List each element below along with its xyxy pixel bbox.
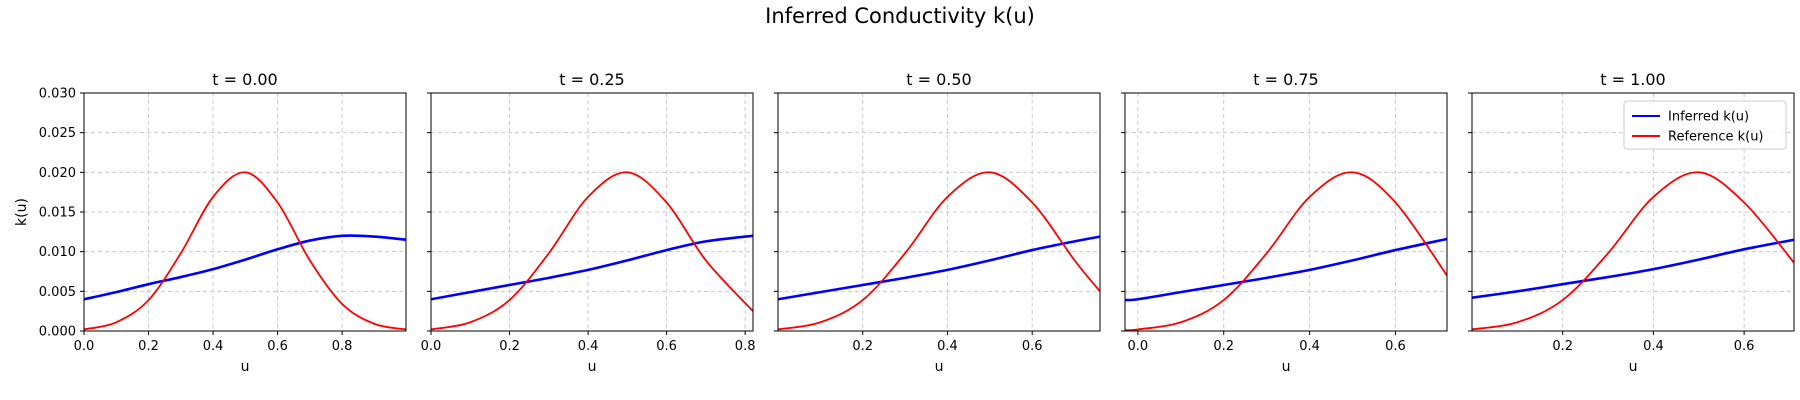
series-group: [778, 171, 1100, 331]
x-tick-label: 0.8: [735, 339, 756, 354]
x-tick-label: 0.4: [937, 339, 958, 354]
panel-3: 0.2 0.4 0.6 t = 0.50 u: [774, 70, 1101, 375]
reference-line: [1125, 171, 1447, 331]
plot-frame: [777, 92, 1101, 332]
y-tick-label: 0.010: [39, 245, 76, 260]
inferred-line: [778, 235, 1100, 301]
plot-frame: [430, 92, 754, 332]
panel-2: 0.0 0.2 0.4 0.6 0.8 t = 0.25 u: [421, 70, 756, 375]
x-tick-label: 0.2: [1552, 339, 1573, 354]
legend-inferred-label: Inferred k(u): [1668, 110, 1749, 125]
x-tick-label: 0.6: [656, 339, 677, 354]
y-axis-label: k(u): [14, 198, 30, 226]
series-group: [1125, 171, 1447, 331]
x-tick-label: 0.4: [578, 339, 599, 354]
plot-frame: [83, 92, 407, 332]
x-tick-label: 0.4: [1643, 339, 1664, 354]
x-tick-label: 0.2: [138, 339, 159, 354]
reference-line: [1472, 171, 1794, 331]
plot-frame: [1471, 92, 1795, 332]
x-tick-label: 0.2: [499, 339, 520, 354]
inferred-line: [431, 234, 753, 301]
x-axis-label: u: [1629, 359, 1638, 375]
panel-title: t = 0.00: [212, 70, 277, 89]
legend-reference-label: Reference k(u): [1668, 130, 1764, 145]
panel-1: 0.000 0.005 0.010 0.015 0.020 0.025 0.030 0.0 0.…: [14, 70, 407, 375]
legend: Inferred k(u) Reference k(u): [1623, 100, 1787, 150]
plot-frame: [1124, 92, 1448, 332]
y-tick-label: 0.020: [39, 166, 76, 181]
panel-title: t = 1.00: [1600, 70, 1665, 89]
x-tick-label: 0.4: [203, 339, 224, 354]
panel-title: t = 0.75: [1253, 70, 1318, 89]
y-tick-label: 0.025: [39, 126, 76, 141]
series-group: [1472, 171, 1794, 331]
y-tick-label: 0.005: [39, 285, 76, 300]
series-group: [84, 171, 406, 331]
legend-box: [1623, 100, 1787, 150]
x-tick-label: 0.2: [852, 339, 873, 354]
x-tick-label: 0.0: [421, 339, 442, 354]
x-tick-label: 0.6: [267, 339, 288, 354]
x-tick-label: 0.4: [1299, 339, 1320, 354]
figure-title: Inferred Conductivity k(u): [765, 4, 1035, 28]
panel-4: 0.0 0.2 0.4 0.6 t = 0.75 u: [1121, 70, 1448, 375]
reference-line: [431, 171, 753, 331]
x-tick-label: 0.6: [1385, 339, 1406, 354]
y-tick-label: 0.000: [39, 325, 76, 340]
x-axis-label: u: [241, 359, 250, 375]
x-tick-label: 0.6: [1022, 339, 1043, 354]
x-axis-label: u: [1282, 359, 1291, 375]
panel-title: t = 0.50: [906, 70, 971, 89]
reference-line: [778, 171, 1100, 331]
reference-line: [84, 171, 406, 331]
x-tick-label: 0.0: [74, 339, 95, 354]
y-tick-label: 0.015: [39, 206, 76, 221]
x-axis-label: u: [588, 359, 597, 375]
y-tick-label: 0.030: [39, 87, 76, 102]
x-tick-label: 0.0: [1128, 339, 1149, 354]
series-group: [431, 171, 753, 331]
x-axis-label: u: [935, 359, 944, 375]
x-tick-label: 0.2: [1213, 339, 1234, 354]
x-tick-label: 0.8: [332, 339, 353, 354]
panel-5: 0.2 0.4 0.6 t = 1.00 u Inferred k(u) Reference…: [1468, 70, 1795, 375]
x-tick-label: 0.6: [1734, 339, 1755, 354]
panel-title: t = 0.25: [559, 70, 624, 89]
inferred-line: [1472, 238, 1794, 299]
inferred-line: [84, 234, 406, 301]
